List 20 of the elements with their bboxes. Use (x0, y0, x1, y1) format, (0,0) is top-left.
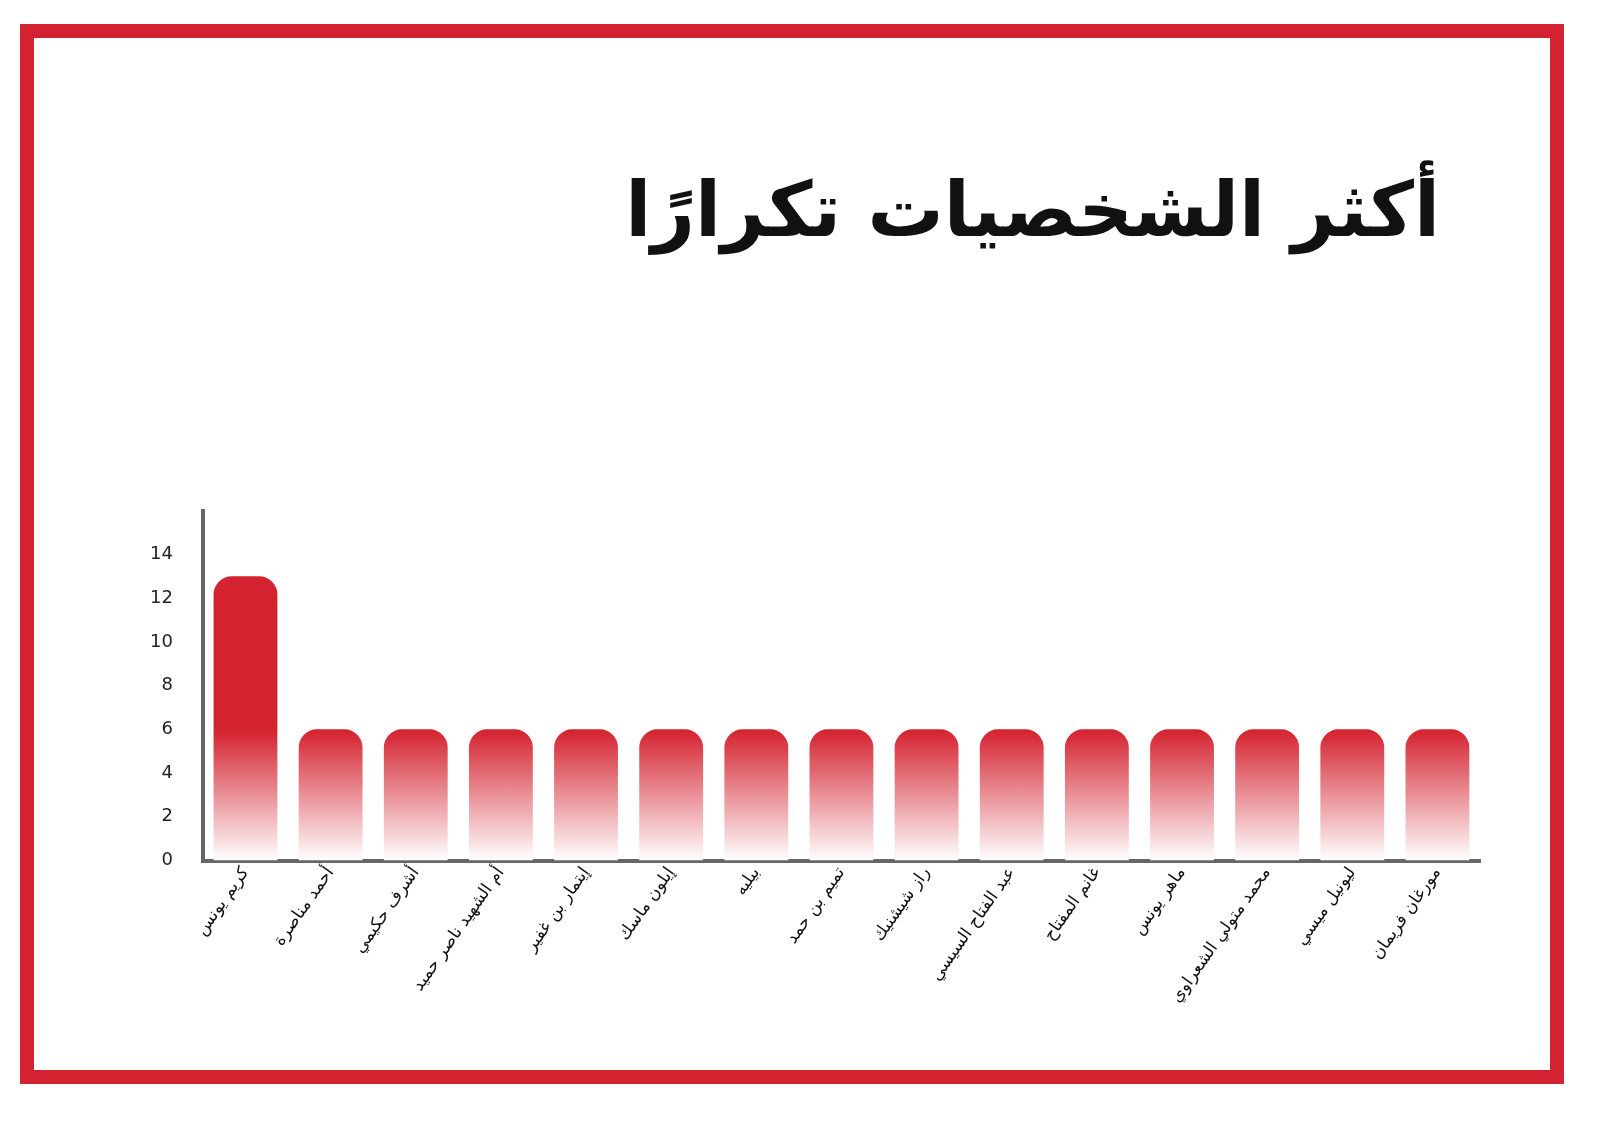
x-tick-label: ليونيل ميسي (1290, 862, 1361, 950)
x-tick-label: غانم المفتاح (1038, 862, 1105, 945)
x-tick-label: تميم بن حمد (781, 862, 850, 948)
x-tick-label: راز شيشنيك (868, 862, 934, 945)
x-tick-label: كريم يونس (190, 861, 254, 940)
y-tick-label: 4 (161, 760, 173, 782)
y-tick-label: 6 (161, 717, 173, 739)
x-tick-label: بيليه (729, 862, 764, 899)
x-tick-label: مورغان فريمان (1366, 862, 1445, 963)
y-tick-label: 10 (150, 629, 173, 651)
x-tick-label: إيتمار بن غفير (519, 862, 593, 956)
y-tick-label: 8 (161, 673, 173, 695)
y-tick-label: 0 (161, 848, 173, 870)
x-tick-label: إيلون ماسك (613, 862, 679, 944)
y-tick-label: 14 (150, 542, 173, 564)
x-tick-label: أحمد مناصرة (267, 862, 338, 950)
x-tick-label: ماهر يونس (1127, 862, 1189, 938)
y-tick-label: 2 (161, 804, 173, 826)
y-tick-label: 12 (150, 585, 173, 607)
x-tick-label: أشرف حكيمي (347, 862, 424, 957)
